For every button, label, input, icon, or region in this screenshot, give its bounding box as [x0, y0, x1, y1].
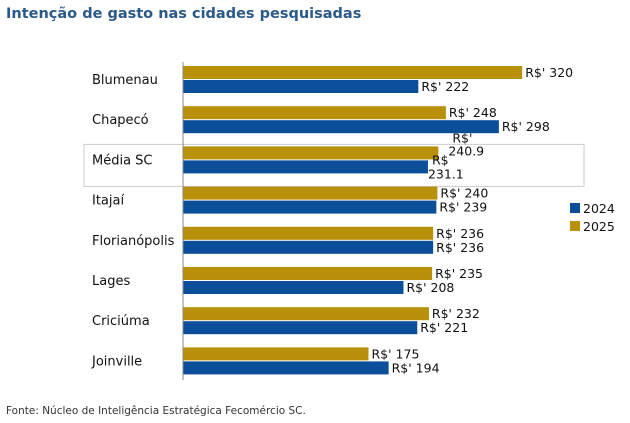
bar-2024: [183, 321, 418, 335]
data-label: R$' 222: [421, 79, 469, 94]
category-label: Itajaí: [92, 194, 124, 209]
data-label: R$' 298: [502, 119, 550, 134]
legend-swatch-2024: [570, 203, 580, 213]
data-label: R$' 175: [372, 346, 420, 361]
data-label: R$' 235: [435, 266, 483, 281]
data-label: R$' 221: [420, 320, 468, 335]
category-label: Chapecó: [92, 113, 149, 128]
bar-2025: [183, 226, 434, 240]
highlight-box: [83, 143, 585, 187]
bar-2025: [183, 66, 523, 79]
data-label: R$' 320: [525, 65, 573, 80]
bar-chart: Blumenau R$' 320 R$' 222 Chapecó R$' 248 R$' …: [83, 62, 615, 380]
category-label: Blumenau: [92, 73, 158, 88]
bar-2024: [183, 160, 428, 174]
data-label: R$' 232: [432, 306, 480, 321]
data-label: R$' 208: [406, 280, 454, 295]
bar-2025: [183, 106, 446, 120]
category-label: Florianópolis: [92, 234, 175, 249]
data-label: R$' 239: [439, 200, 487, 215]
bar-2024: [183, 281, 404, 294]
data-label: 240.9: [448, 143, 484, 158]
data-label: R$' 194: [392, 360, 440, 375]
bar-2024: [183, 240, 434, 254]
data-label: 231.1: [428, 166, 464, 181]
bar-2024: [183, 120, 499, 134]
data-label: R$' 236: [436, 240, 484, 255]
category-label: Joinville: [91, 354, 142, 369]
bar-2024: [183, 361, 389, 375]
bar-2025: [183, 347, 369, 361]
category-label: Média SC: [92, 153, 153, 168]
chart-title: Intenção de gasto nas cidades pesquisada…: [6, 6, 362, 22]
category-label: Criciúma: [92, 314, 150, 329]
category-label: Lages: [92, 274, 130, 289]
bar-2025: [183, 146, 439, 160]
source-note: Fonte: Núcleo de Inteligência Estratégic…: [6, 405, 306, 417]
bar-2025: [183, 186, 438, 200]
legend-label-2025: 2025: [583, 219, 615, 234]
bar-2024: [183, 200, 437, 214]
legend-swatch-2025: [570, 221, 580, 231]
data-label: R$' 236: [436, 226, 484, 241]
data-label: R$': [452, 130, 472, 145]
data-label: R$' 248: [449, 105, 497, 120]
data-label: R$: [432, 152, 449, 167]
bar-2025: [183, 267, 433, 280]
data-label: R$' 240: [440, 186, 488, 201]
legend-label-2024: 2024: [583, 201, 615, 216]
bar-2024: [183, 80, 419, 93]
bar-2025: [183, 307, 429, 321]
